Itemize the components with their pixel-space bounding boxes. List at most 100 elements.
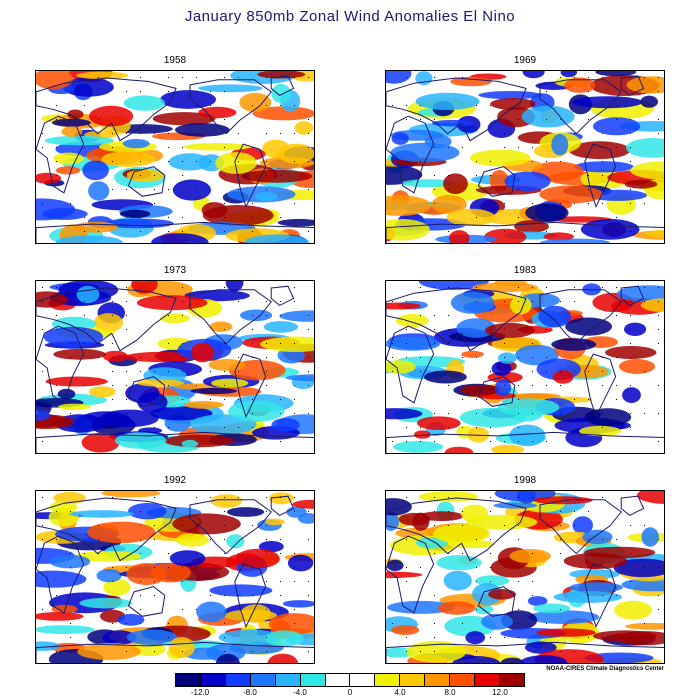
anomaly-blob — [58, 403, 91, 410]
stipple-dot — [532, 105, 533, 106]
stipple-dot — [560, 413, 561, 414]
coastline-0 — [36, 535, 85, 614]
stipple-dot — [238, 161, 239, 162]
stipple-dot — [504, 385, 505, 386]
stipple-dot — [42, 329, 43, 330]
stipple-dot — [126, 91, 127, 92]
anomaly-blob — [386, 571, 423, 579]
coastline-5 — [270, 75, 295, 96]
colorbar-swatch — [176, 674, 200, 686]
anomaly-blob — [175, 123, 230, 137]
stipple-dot — [630, 301, 631, 302]
stipple-dot — [238, 189, 239, 190]
stipple-dot — [308, 147, 309, 148]
stipple-dot — [224, 553, 225, 554]
stipple-dot — [224, 77, 225, 78]
anomaly-blob — [252, 106, 314, 121]
stipple-dot — [308, 413, 309, 414]
stipple-dot — [560, 539, 561, 540]
anomaly-blob — [560, 71, 577, 78]
anomaly-blob — [551, 338, 597, 351]
stipple-dot — [532, 385, 533, 386]
stipple-dot — [42, 609, 43, 610]
anomaly-blob — [488, 589, 516, 600]
stipple-dot — [42, 133, 43, 134]
coastline-6 — [386, 431, 664, 453]
stipple-dot — [224, 203, 225, 204]
stipple-dot — [406, 441, 407, 442]
stipple-dot — [462, 525, 463, 526]
stipple-dot — [448, 525, 449, 526]
anomaly-blob — [55, 166, 81, 175]
stipple-dot — [560, 511, 561, 512]
stipple-dot — [266, 357, 267, 358]
coastline-3 — [189, 79, 272, 135]
stipple-dot — [168, 427, 169, 428]
colorbar-tick-label: -4.0 — [293, 688, 307, 697]
stipple-dot — [42, 203, 43, 204]
stipple-dot — [84, 343, 85, 344]
stipple-dot — [448, 413, 449, 414]
anomaly-blob — [552, 370, 574, 384]
anomaly-blob — [36, 641, 60, 651]
stipple-dot — [308, 539, 309, 540]
anomaly-blob — [539, 185, 603, 204]
stipple-dot — [42, 301, 43, 302]
stipple-dot — [168, 231, 169, 232]
stipple-dot — [546, 91, 547, 92]
stipple-dot — [238, 553, 239, 554]
stipple-dot — [308, 371, 309, 372]
stipple-dot — [154, 189, 155, 190]
stipple-dot — [70, 623, 71, 624]
stipple-dot — [70, 343, 71, 344]
coastline-4 — [584, 353, 617, 419]
stipple-dot — [252, 385, 253, 386]
coastline-2 — [477, 376, 516, 407]
stipple-dot — [70, 651, 71, 652]
stipple-dot — [588, 329, 589, 330]
anomaly-blob — [431, 195, 467, 214]
stipple-dot — [406, 567, 407, 568]
stipple-dot — [392, 343, 393, 344]
anomaly-blob — [122, 138, 150, 149]
stipple-dot — [616, 399, 617, 400]
stipple-dot — [532, 343, 533, 344]
anomaly-blob — [520, 655, 568, 663]
stipple-dot — [266, 553, 267, 554]
stipple-dot — [154, 371, 155, 372]
anomaly-blob — [625, 622, 664, 630]
stipple-dot — [224, 427, 225, 428]
stipple-dot — [140, 231, 141, 232]
anomaly-field — [36, 71, 314, 243]
stipple-dot — [546, 287, 547, 288]
anomaly-blob — [538, 305, 571, 328]
stipple-dot — [658, 287, 659, 288]
colorbar-swatch — [249, 674, 275, 686]
stipple-dot — [630, 525, 631, 526]
stipple-dot — [280, 343, 281, 344]
stipple-dot — [476, 161, 477, 162]
stipple-dot — [588, 595, 589, 596]
stipple-dot — [154, 567, 155, 568]
stipple-dot — [532, 161, 533, 162]
stipple-dot — [252, 651, 253, 652]
anomaly-blob — [190, 342, 214, 363]
stipple-dot — [308, 161, 309, 162]
stipple-dot — [140, 609, 141, 610]
coastline-5 — [620, 75, 645, 96]
stipple-dot — [448, 385, 449, 386]
coastline-4 — [584, 563, 617, 629]
stipple-dot — [280, 609, 281, 610]
stipple-dot — [518, 231, 519, 232]
stipple-dot — [140, 525, 141, 526]
stipple-dot — [434, 329, 435, 330]
anomaly-blob — [49, 554, 91, 569]
stipple-dot — [490, 413, 491, 414]
stipple-dot — [504, 637, 505, 638]
stipple-dot — [56, 105, 57, 106]
stipple-dot — [238, 175, 239, 176]
stipple-dot — [420, 287, 421, 288]
stipple-dot — [182, 161, 183, 162]
stipple-dot — [252, 399, 253, 400]
anomaly-blob — [69, 510, 135, 518]
